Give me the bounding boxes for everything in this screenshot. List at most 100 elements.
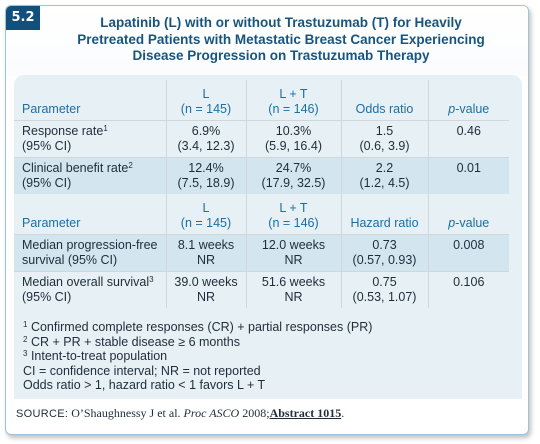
param-text: (95% CI) — [22, 175, 72, 190]
footnote-marker: 1 — [23, 320, 28, 329]
column-header-hazard-ratio: Hazard ratio — [340, 194, 428, 235]
response-table: Parameter L (n = 145) L + T (n = 146) Od… — [14, 80, 509, 194]
row-parameter: Clinical benefit rate2 (95% CI) — [14, 157, 166, 194]
footnote-marker: 1 — [103, 124, 108, 133]
source-journal: Proc ASCO — [183, 406, 240, 420]
column-header-p-value: p-value — [427, 80, 509, 121]
cell-value: 10.3% — [275, 124, 312, 138]
row-parameter: Median overall survival3 (95% CI) — [14, 272, 166, 309]
p-italic: p — [448, 101, 456, 116]
table-row: Median overall survival3 (95% CI) 39.0 we… — [14, 271, 509, 309]
cell-ci: NR — [196, 289, 216, 304]
p-suffix: -value — [455, 215, 490, 230]
title-line: Lapatinib (L) with or without Trastuzuma… — [100, 15, 462, 30]
footnote: 3 Intent-to-treat population — [23, 349, 372, 364]
column-header-p-value: p-value — [427, 194, 509, 235]
cell-ci: (17.9, 32.5) — [261, 175, 326, 190]
footnote: 2 CR + PR + stable disease ≥ 6 months — [23, 335, 372, 350]
cell-ci: (0.53, 1.07) — [352, 289, 417, 304]
footnote-text: CR + PR + stable disease ≥ 6 months — [30, 334, 240, 349]
cell-ci: (7.5, 18.9) — [177, 175, 235, 190]
cell-value: 8.1 weeks — [177, 238, 235, 252]
figure-card: 5.2 Lapatinib (L) with or without Trastu… — [5, 5, 529, 435]
footnotes: 1 Confirmed complete responses (CR) + pa… — [23, 320, 372, 393]
cell-ratio: 0.73 (0.57, 0.93) — [340, 234, 428, 272]
footnote-marker: 3 — [23, 349, 28, 358]
figure-header: 5.2 Lapatinib (L) with or without Trastu… — [6, 6, 528, 76]
param-text: (95% CI) — [22, 138, 72, 153]
param-text: survival (95% CI) — [22, 252, 118, 267]
cell-value: 6.9% — [191, 124, 221, 138]
param-text: Median progression-free — [22, 238, 158, 252]
cell-l: 8.1 weeks NR — [165, 234, 246, 272]
footnote: CI = confidence interval; NR = not repor… — [23, 363, 261, 378]
cell-value: 51.6 weeks — [261, 275, 326, 289]
cell-p-value: 0.01 — [427, 157, 509, 194]
param-text: Response rate — [22, 124, 104, 138]
footnote-text: Confirmed complete responses (CR) + part… — [30, 320, 373, 334]
source-citation: SOURCE: O’Shaughnessy J et al. Proc ASCO… — [16, 406, 344, 421]
cell-ratio: 1.5 (0.6, 3.9) — [340, 120, 428, 158]
table-header-row: Parameter L (n = 145) L + T (n = 146) Ha… — [14, 194, 509, 235]
arm-name: L — [202, 87, 210, 101]
cell-value: 12.0 weeks — [261, 238, 326, 252]
cell-p-value: 0.106 — [427, 271, 509, 308]
footnote: 1 Confirmed complete responses (CR) + pa… — [23, 320, 372, 335]
footnote-text: Intent-to-treat population — [30, 349, 168, 363]
cell-value: 24.7% — [275, 161, 312, 175]
column-header-lt: L + T (n = 146) — [245, 80, 341, 121]
cell-lt: 10.3% (5.9, 16.4) — [245, 120, 341, 158]
cell-l: 6.9% (3.4, 12.3) — [165, 120, 246, 158]
title-line: Disease Progression on Trastuzumab Thera… — [132, 48, 430, 63]
footnote-marker: 3 — [149, 275, 154, 284]
survival-table: Parameter L (n = 145) L + T (n = 146) Ha… — [14, 194, 509, 308]
arm-n: (n = 146) — [268, 101, 319, 116]
cell-p-value: 0.46 — [427, 120, 509, 158]
cell-l: 12.4% (7.5, 18.9) — [165, 157, 246, 194]
table-row: Median progression-free survival (95% CI)… — [14, 234, 509, 272]
arm-name: L + T — [279, 87, 308, 101]
param-text: (95% CI) — [22, 289, 72, 304]
cell-value: 0.73 — [372, 238, 397, 252]
arm-n: (n = 145) — [180, 101, 232, 116]
arm-name: L + T — [279, 201, 308, 215]
arm-n: (n = 145) — [180, 215, 232, 230]
column-header-odds-ratio: Odds ratio — [340, 80, 428, 121]
p-italic: p — [448, 215, 456, 230]
figure-title: Lapatinib (L) with or without Trastuzuma… — [66, 15, 496, 65]
column-header-l: L (n = 145) — [165, 194, 246, 235]
cell-lt: 24.7% (17.9, 32.5) — [245, 157, 341, 194]
cell-ci: NR — [284, 289, 303, 304]
table-row: Response rate1 (95% CI) 6.9% (3.4, 12.3) 1… — [14, 120, 509, 158]
cell-value: 12.4% — [188, 161, 224, 175]
cell-ratio: 0.75 (0.53, 1.07) — [340, 271, 428, 308]
source-authors: O’Shaughnessy J et al. — [71, 406, 181, 420]
column-header-l: L (n = 145) — [165, 80, 246, 121]
footnote-marker: 2 — [128, 161, 133, 170]
abstract-link[interactable]: Abstract 1015 — [269, 406, 342, 420]
cell-ci: (0.6, 3.9) — [359, 138, 410, 153]
cell-ratio: 2.2 (1.2, 4.5) — [340, 157, 428, 194]
source-year: 2008; — [242, 406, 270, 420]
row-parameter: Response rate1 (95% CI) — [14, 121, 166, 158]
table-header-row: Parameter L (n = 145) L + T (n = 146) Od… — [14, 80, 509, 121]
column-header-parameter: Parameter — [22, 101, 81, 116]
cell-value: 2.2 — [375, 161, 394, 175]
figure-number-badge: 5.2 — [6, 6, 40, 30]
cell-ci: (5.9, 16.4) — [265, 138, 322, 153]
cell-value: 0.75 — [372, 275, 397, 289]
arm-name: L — [202, 201, 210, 215]
cell-value: 1.5 — [375, 124, 394, 138]
column-header-lt: L + T (n = 146) — [245, 194, 341, 235]
source-end: . — [341, 406, 345, 420]
cell-ci: (1.2, 4.5) — [359, 175, 410, 190]
row-parameter: Median progression-free survival (95% CI) — [14, 234, 166, 272]
source-label: SOURCE: — [16, 408, 69, 420]
p-suffix: -value — [455, 101, 490, 116]
table-row: Clinical benefit rate2 (95% CI) 12.4% (7.5… — [14, 157, 509, 194]
footnote: Odds ratio > 1, hazard ratio < 1 favors … — [23, 378, 266, 392]
param-text: Clinical benefit rate — [22, 161, 129, 175]
param-text: Median overall survival — [22, 275, 150, 289]
cell-ci: NR — [196, 252, 216, 267]
cell-ci: NR — [284, 252, 303, 267]
